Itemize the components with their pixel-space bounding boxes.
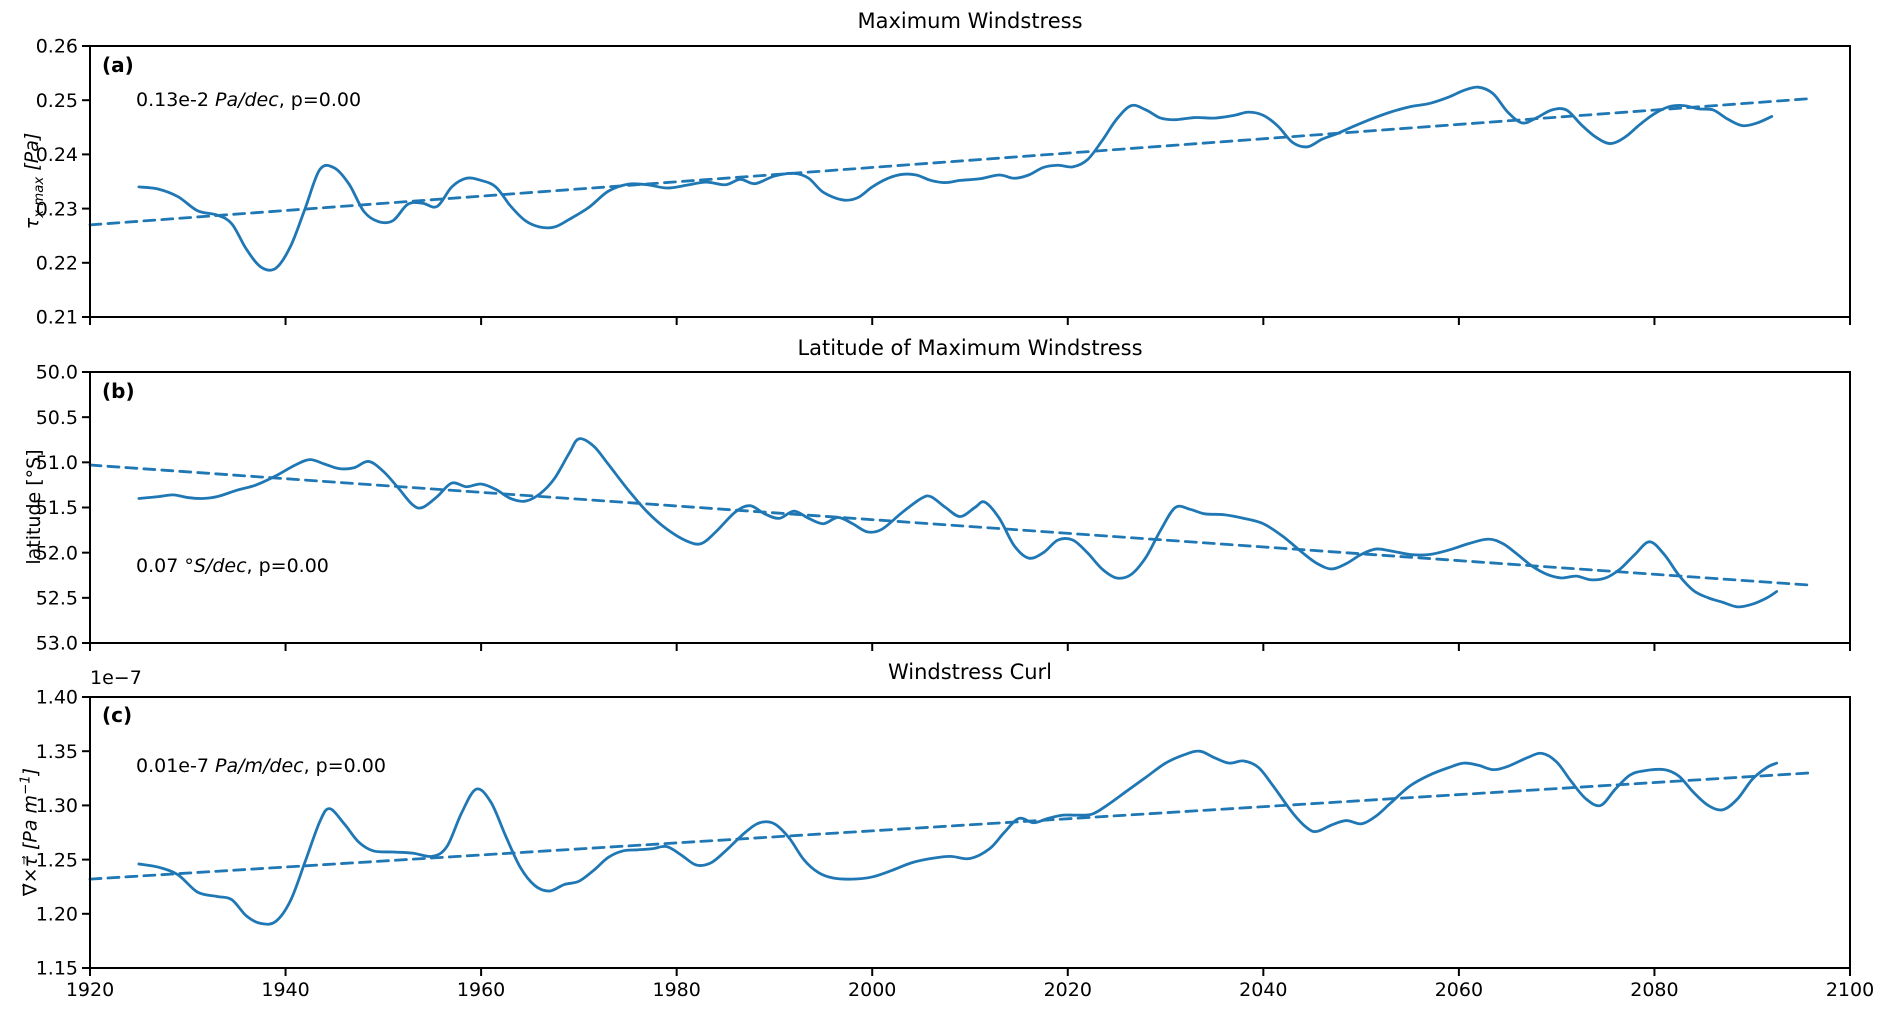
panel-c-axis-offset-text: 1e−7 bbox=[90, 667, 142, 689]
label-segment: 0.07 ° bbox=[136, 555, 194, 577]
label-segment: τ bbox=[21, 217, 44, 230]
axes-frame bbox=[89, 696, 1851, 969]
panel-a: 0.26 0.25 0.24 0.23 0.22 0.21 bbox=[36, 36, 1851, 329]
y-tick-label: 1.25 bbox=[36, 849, 78, 871]
label-segment: Pa/m/dec bbox=[214, 755, 304, 777]
label-segment: 0.13e-2 bbox=[136, 89, 215, 111]
panel-b-ylabel: latitude [°S] bbox=[23, 449, 45, 564]
data-line bbox=[137, 749, 1779, 926]
panel-b-trend-annotation: 0.07 °S/dec, p=0.00 bbox=[136, 555, 329, 577]
panel-b-label: (b) bbox=[102, 379, 135, 403]
trend-line bbox=[88, 97, 1813, 227]
panel-c-title: Windstress Curl bbox=[887, 660, 1053, 684]
label-segment: latitude [°S] bbox=[23, 449, 45, 565]
x-tick-label: 2000 bbox=[848, 979, 896, 1001]
y-tick-label: 0.24 bbox=[36, 144, 78, 166]
trend-line bbox=[88, 463, 1813, 587]
x-tick-label: 2040 bbox=[1239, 979, 1287, 1001]
panel-a-title: Maximum Windstress bbox=[857, 9, 1083, 33]
x-tick-label: 1940 bbox=[261, 979, 309, 1001]
label-segment: Pa/dec bbox=[214, 89, 279, 111]
data-line bbox=[137, 85, 1774, 272]
y-tick-label: 51.5 bbox=[36, 497, 78, 519]
y-tick-label: 52.5 bbox=[36, 587, 78, 609]
axes-frame bbox=[89, 45, 1851, 318]
label-segment: 0.01e-7 bbox=[136, 755, 215, 777]
label-segment: , p=0.00 bbox=[246, 555, 329, 577]
panel-b-title: Latitude of Maximum Windstress bbox=[797, 336, 1143, 360]
panel-c-label: (c) bbox=[102, 703, 133, 727]
y-tick-label: 53.0 bbox=[36, 633, 78, 655]
trend-line bbox=[88, 771, 1813, 881]
x-tick-label: 2100 bbox=[1826, 979, 1874, 1001]
y-tick-label: 0.22 bbox=[36, 252, 78, 274]
y-tick-label: 1.30 bbox=[36, 795, 78, 817]
panel-a-label: (a) bbox=[102, 53, 134, 77]
y-tick-label: 1.15 bbox=[36, 958, 78, 980]
label-segment: ] bbox=[19, 767, 42, 776]
y-tick-label: 0.25 bbox=[36, 90, 78, 112]
label-segment: x max bbox=[31, 176, 47, 218]
panel-a-trend-annotation: 0.13e-2 Pa/dec, p=0.00 bbox=[136, 89, 361, 111]
panel-c-trend-annotation: 0.01e-7 Pa/m/dec, p=0.00 bbox=[136, 755, 386, 777]
label-segment: S/dec bbox=[193, 555, 247, 577]
data-line bbox=[137, 437, 1779, 609]
x-tick-label: 2020 bbox=[1044, 979, 1092, 1001]
y-tick-label: 0.26 bbox=[36, 36, 78, 58]
y-tick-label: 50.5 bbox=[36, 407, 78, 429]
label-segment: [Pa] bbox=[21, 132, 44, 177]
x-tick-label: 2060 bbox=[1435, 979, 1483, 1001]
y-tick-label: 1.20 bbox=[36, 903, 78, 925]
axes-frame bbox=[89, 371, 1851, 644]
x-tick-label: 2080 bbox=[1630, 979, 1678, 1001]
y-tick-label: 0.21 bbox=[36, 307, 78, 329]
panel-c-ylabel: ∇⃗×τ⃗ [Pa m−1] bbox=[18, 768, 41, 896]
x-tick-label: 1960 bbox=[457, 979, 505, 1001]
x-tick-label: 1920 bbox=[66, 979, 114, 1001]
panel-a-ylabel: τx max [Pa] bbox=[21, 133, 47, 230]
y-tick-label: 0.23 bbox=[36, 198, 78, 220]
panel-b: 50.0 50.5 51.0 51.5 52.0 52.5 53.0 bbox=[36, 362, 1851, 655]
x-tick-label: 1980 bbox=[652, 979, 700, 1001]
y-tick-label: 1.35 bbox=[36, 741, 78, 763]
label-segment: , p=0.00 bbox=[278, 89, 362, 111]
y-tick-label: 52.0 bbox=[36, 542, 78, 564]
label-segment: , p=0.00 bbox=[303, 755, 386, 777]
y-tick-label: 1.40 bbox=[36, 687, 78, 709]
label-segment: ∇⃗×τ⃗ bbox=[19, 856, 42, 897]
y-tick-label: 51.0 bbox=[36, 452, 78, 474]
y-tick-label: 50.0 bbox=[36, 362, 78, 384]
label-segment: −1 bbox=[18, 775, 34, 795]
label-segment: [Pa m bbox=[19, 794, 42, 857]
